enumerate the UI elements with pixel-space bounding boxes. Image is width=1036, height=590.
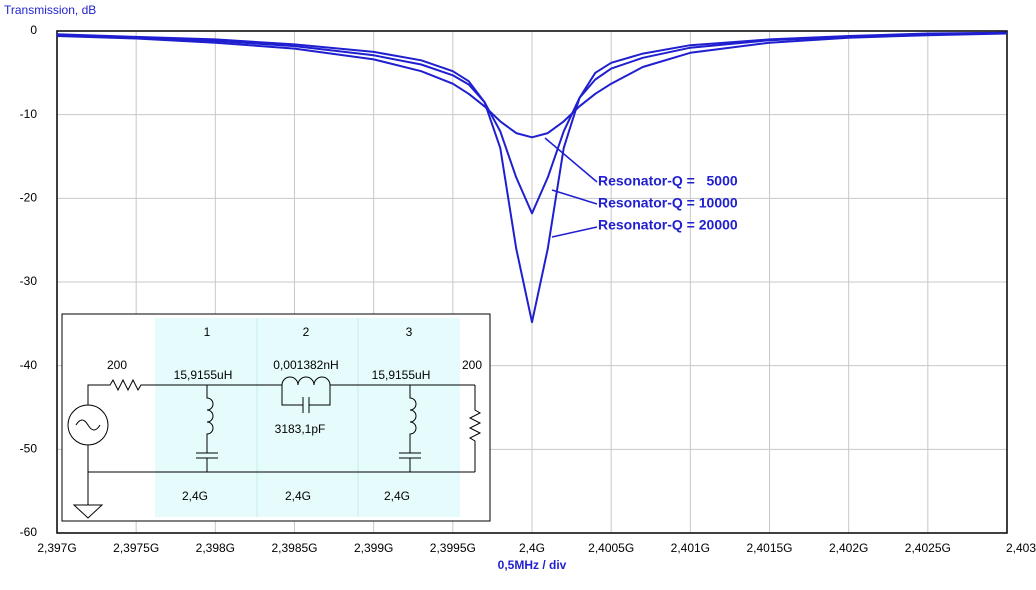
x-tick-label: 2,3985G: [271, 541, 317, 555]
component-label: 200: [107, 358, 127, 372]
section-label: 1: [204, 325, 211, 339]
section-label: 2: [303, 325, 310, 339]
x-tick-label: 2,4015G: [746, 541, 792, 555]
freq-label: 2,4G: [384, 489, 410, 503]
circuit: [67, 376, 482, 519]
leader-line: [544, 137, 598, 183]
series-line: [56, 32, 1008, 139]
leader-line: [551, 189, 598, 205]
component-label: 0,001382nH: [273, 358, 338, 372]
component-label: 15,9155uH: [372, 368, 431, 382]
x-tick-label: 2,403: [1006, 541, 1036, 555]
y-tick-label: -40: [20, 358, 38, 372]
section-bg: [155, 318, 460, 517]
leader-line: [551, 226, 598, 238]
x-tick-label: 2,401G: [671, 541, 710, 555]
legend-label: Resonator-Q = 5000: [598, 173, 738, 189]
x-tick-label: 2,399G: [354, 541, 393, 555]
x-tick-label: 2,398G: [196, 541, 235, 555]
freq-label: 2,4G: [182, 489, 208, 503]
schematic: 1 2 3 200 200 15,9155uH 0,001382nH 15,91…: [61, 313, 491, 522]
x-tick-label: 2,4025G: [905, 541, 951, 555]
legend-label: Resonator-Q = 10000: [598, 195, 738, 211]
x-tick-label: 2,402G: [829, 541, 868, 555]
x-tick-label: 2,4005G: [588, 541, 634, 555]
x-axis-title: 0,5MHz / div: [498, 558, 567, 572]
leader-lines: [544, 137, 598, 238]
freq-label: 2,4G: [285, 489, 311, 503]
series-line: [56, 31, 1008, 324]
y-axis-title: Transmission, dB: [4, 3, 96, 17]
component-label: 200: [462, 358, 482, 372]
component-label: 15,9155uH: [174, 368, 233, 382]
y-tick-label: -30: [20, 274, 38, 288]
component-label: 3183,1pF: [275, 422, 326, 436]
y-tick-label: -10: [20, 107, 38, 121]
y-tick-label: -50: [20, 442, 38, 456]
y-tick-label: 0: [30, 23, 37, 37]
section-label: 3: [406, 325, 413, 339]
x-tick-label: 2,4G: [519, 541, 545, 555]
series-line: [56, 31, 1008, 215]
y-tick-label: -20: [20, 191, 38, 205]
x-tick-label: 2,3995G: [430, 541, 476, 555]
x-tick-label: 2,397G: [37, 541, 76, 555]
plot-frame: [56, 30, 1008, 534]
legend-label: Resonator-Q = 20000: [598, 217, 738, 233]
y-tick-label: -60: [20, 525, 38, 539]
x-tick-label: 2,3975G: [113, 541, 159, 555]
